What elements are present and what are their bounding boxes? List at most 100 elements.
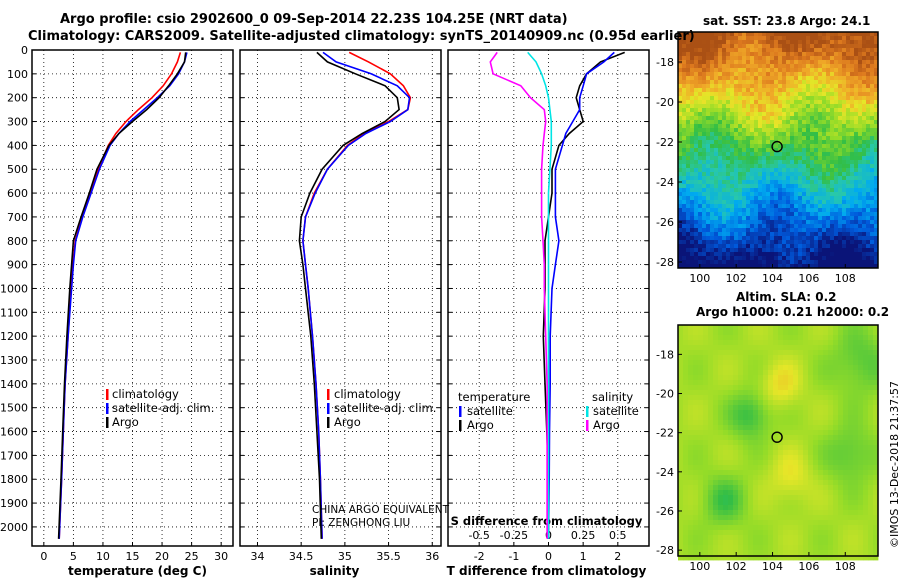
map-y-tick-label: -28 [656,544,674,557]
map-y-tick-label: -22 [656,427,674,440]
legend-swatch [586,420,589,431]
sla-map-title-line1: Altim. SLA: 0.2 [736,290,837,304]
salinity-legend-label: climatology [334,387,401,401]
depth-tick-label: 1400 [0,378,28,391]
figure-title-line1: Argo profile: csio 2902600_0 09-Sep-2014… [60,12,568,27]
map-frame [677,324,879,557]
legend-swatch [586,406,589,417]
sla-map-cells [678,325,879,561]
map-x-tick-label: 106 [798,272,819,285]
depth-tick-label: 1200 [0,330,28,343]
depth-tick-label: 1800 [0,473,28,486]
map-x-tick-label: 108 [835,272,856,285]
legend-swatch [327,403,330,414]
temperature-legend-label: satellite-adj. clim. [112,401,214,415]
depth-tick-label: 1500 [0,402,28,415]
diff-line-temperature-argo [542,51,625,539]
depth-tick-label: 500 [7,163,28,176]
depth-tick-label: 1000 [0,282,28,295]
x-tick-label: -2 [474,550,485,563]
pi-annotation-line1: CHINA ARGO EQUIVALENT [312,504,450,516]
t-diff-axis-label: T difference from climatology [447,564,647,578]
map-y-tick-label: -28 [656,256,674,269]
sst-map-title: sat. SST: 23.8 Argo: 24.1 [703,14,871,28]
map-x-tick-label: 104 [762,272,783,285]
panel-frame-2 [239,49,442,547]
x-tick-label: 10 [96,550,110,563]
map-x-tick-label: 102 [726,560,747,573]
diff-line-salinity-argo [489,51,548,539]
depth-tick-label: 1900 [0,497,28,510]
map-x-tick-label: 102 [726,272,747,285]
map-x-tick-label: 106 [798,560,819,573]
s-tick-label: 0.5 [609,529,627,542]
salinity-axis-label: salinity [310,564,360,578]
map-x-tick-label: 100 [689,560,710,573]
depth-tick-label: 1300 [0,354,28,367]
depth-tick-label: 400 [7,139,28,152]
depth-tick-label: 600 [7,187,28,200]
figure-title-line2: Climatology: CARS2009. Satellite-adjuste… [28,29,695,44]
map-y-tick-label: -20 [656,96,674,109]
map-y-tick-label: -20 [656,388,674,401]
depth-tick-label: 100 [7,68,28,81]
x-tick-label: 36 [425,550,439,563]
legend-swatch [459,420,462,431]
salinity-line-argo [298,51,400,539]
map-y-tick-label: -18 [656,56,674,69]
map-y-tick-label: -26 [656,505,674,518]
x-tick-label: 15 [126,550,140,563]
x-tick-label: 2 [614,550,621,563]
x-tick-label: 0 [545,550,552,563]
map-x-tick-label: 108 [835,560,856,573]
sal-diff-legend-label: satellite [593,404,639,418]
salinity-legend-label: satellite-adj. clim. [334,401,436,415]
x-tick-label: 0 [40,550,47,563]
sal-diff-legend-label: Argo [593,418,620,432]
depth-tick-label: 1600 [0,426,28,439]
map-y-tick-label: -26 [656,216,674,229]
depth-tick-label: 1100 [0,306,28,319]
x-tick-label: 5 [70,550,77,563]
map-frame [677,31,879,269]
map-x-tick-label: 104 [762,560,783,573]
sst-map-cells [678,32,879,269]
depth-tick-label: 1700 [0,449,28,462]
sal-diff-legend-title: salinity [592,390,633,404]
diff-line-temperature-satellite [547,51,615,539]
temp-diff-legend-label: Argo [467,418,494,432]
depth-tick-label: 900 [7,259,28,272]
map-y-tick-label: -22 [656,136,674,149]
argo-position-marker [771,140,783,153]
temperature-legend-label: Argo [112,415,139,429]
map-y-tick-label: -24 [656,176,674,189]
diff-line-salinity-satellite [527,51,553,539]
temperature-axis-label: temperature (deg C) [68,564,207,578]
temperature-line-climatology [58,52,182,539]
map-x-tick-label: 100 [689,272,710,285]
depth-tick-label: 800 [7,235,28,248]
temp-diff-legend-label: satellite [467,404,513,418]
x-tick-label: 20 [155,550,169,563]
x-tick-label: 30 [214,550,228,563]
legend-swatch [106,417,109,428]
x-tick-label: 34 [250,550,264,563]
depth-tick-label: 700 [7,211,28,224]
pi-annotation-line2: PI: ZENGHONG LIU [312,517,410,529]
x-tick-label: 35 [338,550,352,563]
depth-tick-label: 2000 [0,521,28,534]
s-tick-label: 0.25 [571,529,596,542]
x-tick-label: 25 [185,550,199,563]
legend-swatch [106,389,109,400]
salinity-legend-label: Argo [334,415,361,429]
salinity-line-satellite-adj-clim- [302,51,411,539]
argo-position-marker [771,431,783,443]
depth-tick-label: 300 [7,116,28,129]
depth-tick-label: 200 [7,92,28,105]
depth-tick-label: 0 [21,44,28,57]
x-tick-label: 35.5 [376,550,401,563]
legend-swatch [106,403,109,414]
x-tick-label: 1 [580,550,587,563]
x-tick-label: 34.5 [289,550,314,563]
